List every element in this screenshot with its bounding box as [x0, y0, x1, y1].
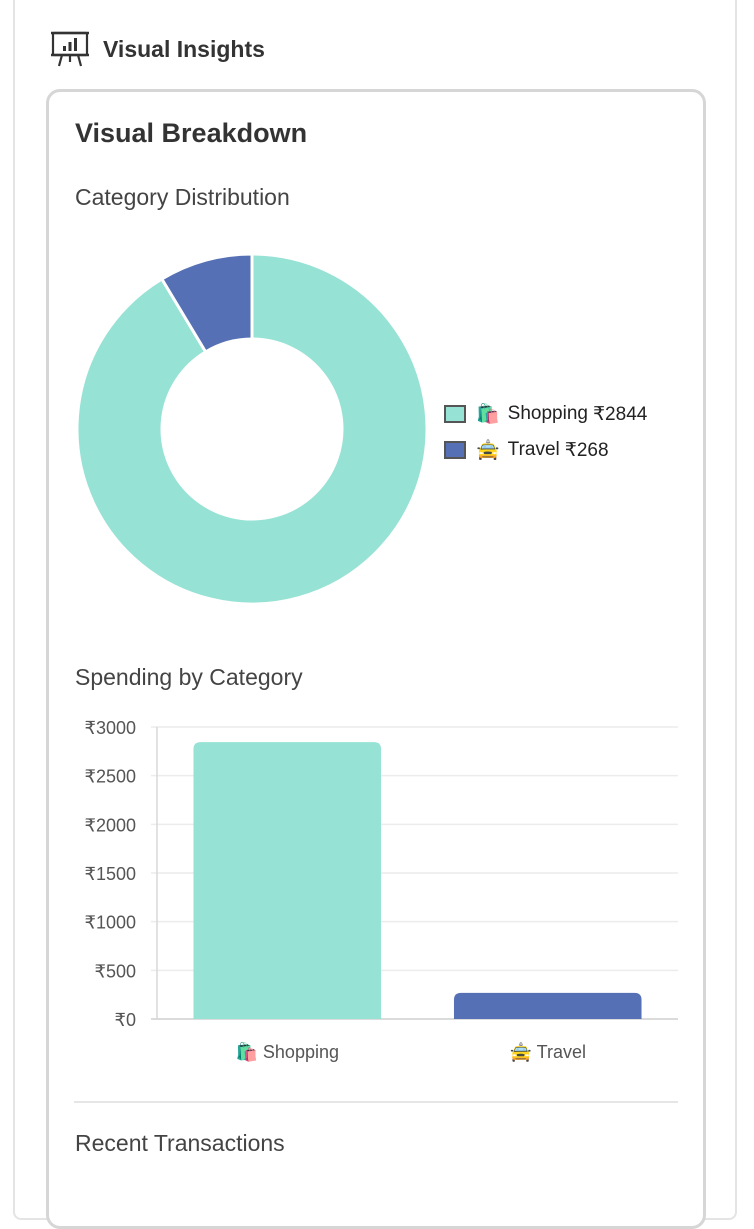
taxi-icon: 🚖: [476, 440, 500, 461]
section-header: Visual Insights: [50, 28, 265, 70]
y-tick-label: ₹3000: [85, 718, 137, 738]
presentation-chart-icon: [50, 29, 90, 69]
divider: [74, 1101, 678, 1103]
bar-heading: Spending by Category: [75, 664, 303, 690]
legend-amount-shopping: ₹2844: [592, 403, 648, 425]
visual-breakdown-card: [46, 89, 706, 1229]
x-tick-label-shopping: 🛍️ Shopping: [236, 1041, 339, 1062]
legend-item-shopping[interactable]: 🛍️ Shopping ₹2844: [444, 396, 647, 432]
y-tick-label: ₹2500: [85, 767, 137, 787]
legend-label-shopping: Shopping: [507, 403, 588, 424]
legend-item-travel[interactable]: 🚖 Travel ₹268: [444, 432, 647, 468]
legend-swatch-travel: [444, 441, 466, 459]
donut-legend: 🛍️ Shopping ₹2844 🚖 Travel ₹268: [444, 396, 647, 468]
bar-travel[interactable]: [453, 992, 642, 1019]
category-donut-chart: [75, 252, 429, 606]
legend-amount-travel: ₹268: [564, 439, 609, 461]
donut-slice-travel[interactable]: [159, 252, 254, 354]
category-bar-chart: ₹0 ₹500 ₹1000 ₹1500 ₹2000 ₹2500 ₹3000 🛍️ Shoppi…: [85, 718, 678, 1062]
x-tick-label-travel: 🚖 Travel: [510, 1041, 586, 1062]
donut-heading: Category Distribution: [75, 184, 290, 210]
y-tick-label: ₹1000: [85, 913, 137, 933]
bar-shopping[interactable]: [193, 742, 382, 1019]
y-tick-label: ₹2000: [85, 815, 137, 835]
card-title: Visual Breakdown: [75, 118, 308, 148]
legend-swatch-shopping: [444, 405, 466, 423]
donut-slice-shopping[interactable]: [75, 252, 429, 606]
shopping-bags-icon: 🛍️: [476, 404, 500, 425]
y-tick-label: ₹0: [115, 1010, 136, 1030]
transactions-heading: Recent Transactions: [75, 1130, 285, 1156]
legend-label-travel: Travel: [507, 439, 560, 460]
y-tick-label: ₹1500: [85, 864, 137, 884]
y-tick-label: ₹500: [95, 961, 136, 981]
section-title: Visual Insights: [103, 35, 265, 62]
